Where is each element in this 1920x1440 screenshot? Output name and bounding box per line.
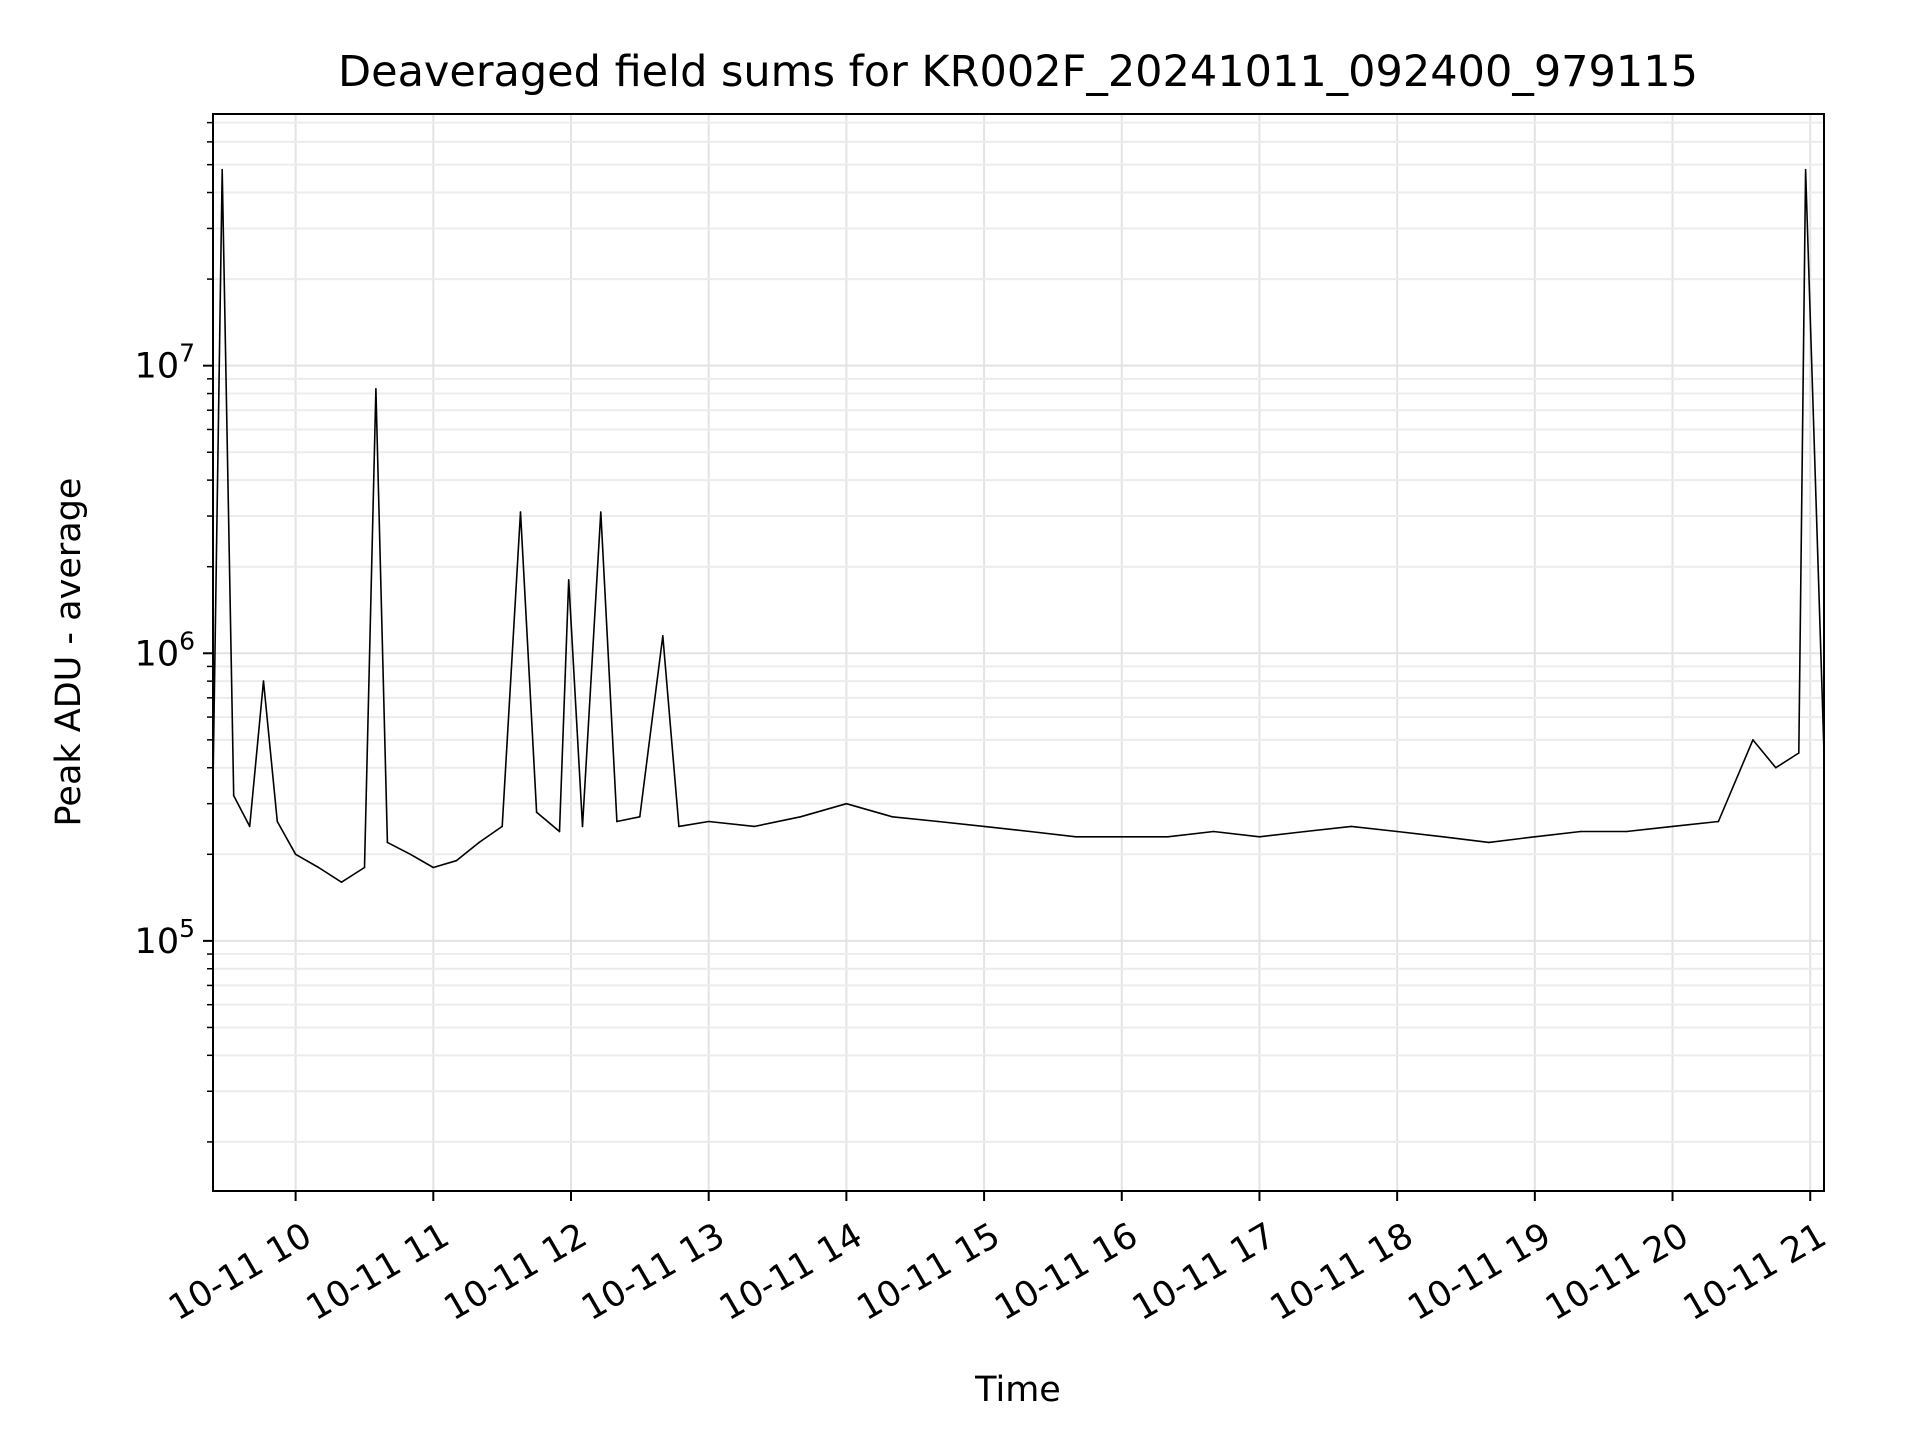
data-point xyxy=(567,579,570,581)
data-point xyxy=(1304,830,1307,833)
y-tick-label: 107 xyxy=(135,339,195,387)
data-series xyxy=(212,168,1825,884)
data-point xyxy=(501,825,504,828)
data-point xyxy=(1029,830,1031,833)
data-point xyxy=(248,825,251,828)
data-point xyxy=(432,866,435,869)
data-point xyxy=(983,825,985,828)
data-point xyxy=(478,841,481,844)
data-point xyxy=(799,816,802,818)
data-point xyxy=(276,820,279,823)
data-point xyxy=(294,853,297,856)
data-point xyxy=(1671,825,1674,828)
data-point xyxy=(455,859,458,862)
data-point xyxy=(232,794,235,797)
chart-title: Deaveraged field sums for KR002F_2024101… xyxy=(338,47,1698,97)
data-point xyxy=(409,853,412,856)
x-axis-label: Time xyxy=(974,1370,1061,1410)
data-point xyxy=(707,820,710,823)
data-point xyxy=(1121,836,1123,838)
data-point xyxy=(535,811,538,814)
data-point xyxy=(386,841,389,844)
data-point xyxy=(581,825,584,828)
data-point xyxy=(262,680,265,682)
y-tick-label: 106 xyxy=(135,626,195,674)
data-point xyxy=(1166,836,1169,838)
data-point xyxy=(317,866,320,869)
data-point xyxy=(1625,830,1628,833)
data-point xyxy=(1752,739,1754,741)
data-point xyxy=(1075,836,1077,838)
data-point xyxy=(678,825,680,828)
data-point xyxy=(891,816,894,818)
data-point xyxy=(1804,168,1807,171)
data-point xyxy=(1396,830,1398,833)
data-point xyxy=(845,802,848,805)
data-point xyxy=(1717,820,1720,823)
data-point xyxy=(616,820,618,823)
data-point xyxy=(600,511,602,513)
data-point xyxy=(221,168,223,171)
data-point xyxy=(1212,830,1215,833)
data-point xyxy=(1798,752,1800,754)
grid xyxy=(213,114,1824,1191)
data-point xyxy=(375,388,377,390)
data-point xyxy=(1258,836,1261,838)
y-axis-ticks: 105 106 107 xyxy=(135,121,213,1143)
data-point xyxy=(1579,830,1582,833)
data-point xyxy=(363,866,366,869)
data-point xyxy=(1488,841,1490,844)
data-point xyxy=(662,635,664,637)
data-point xyxy=(340,881,343,883)
data-point xyxy=(639,816,641,818)
data-point xyxy=(937,820,939,823)
data-point xyxy=(1350,825,1353,828)
y-tick-label: 105 xyxy=(135,914,195,962)
data-point xyxy=(1775,766,1777,769)
data-point xyxy=(558,830,561,833)
data-point xyxy=(1442,836,1444,838)
data-point xyxy=(753,825,756,828)
data-point xyxy=(1534,836,1536,838)
y-axis-label: Peak ADU - average xyxy=(49,478,89,827)
data-point xyxy=(519,511,522,513)
